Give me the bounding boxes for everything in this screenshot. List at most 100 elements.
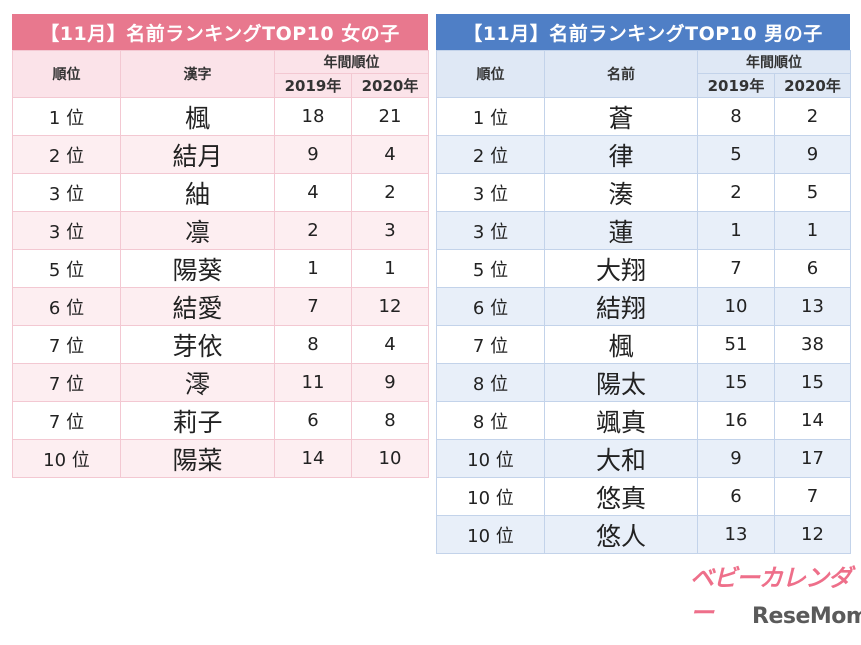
- boys-rank-2020-cell: 5: [774, 173, 851, 212]
- girls-rank-cell: 3 位: [12, 211, 121, 250]
- boys-name-cell: 律: [544, 135, 698, 174]
- boys-rank-2020-cell: 17: [774, 439, 851, 478]
- boys-rank-2020-cell: 1: [774, 211, 851, 250]
- girls-table-row: 7 位芽依 8 4: [12, 325, 429, 364]
- boys-name-cell: 蒼: [544, 97, 698, 136]
- girls-rank-2020-cell: 8: [351, 401, 429, 440]
- girls-name-cell: 結愛: [120, 287, 275, 326]
- girls-rank-2019-cell: 7: [274, 287, 352, 326]
- boys-rank-cell: 8 位: [436, 401, 545, 440]
- boys-table-row: 10 位悠人 13 12: [436, 515, 851, 554]
- boys-rank-2020-cell: 14: [774, 401, 851, 440]
- girls-rank-cell: 1 位: [12, 97, 121, 136]
- boys-rank-cell: 7 位: [436, 325, 545, 364]
- girls-ranking-table: 順位 漢字 年間順位 2019年 2020年 1 位楓 18 21 2 位結月 9 4 3 …: [12, 50, 429, 478]
- boys-name-cell: 大和: [544, 439, 698, 478]
- boys-rank-cell: 3 位: [436, 173, 545, 212]
- boys-header-2020: 2020年: [774, 73, 851, 98]
- girls-rank-2019-cell: 14: [274, 439, 352, 478]
- girls-rank-2020-cell: 4: [351, 135, 429, 174]
- boys-rank-cell: 10 位: [436, 515, 545, 554]
- boys-table-row: 10 位悠真 6 7: [436, 477, 851, 516]
- boys-rank-cell: 2 位: [436, 135, 545, 174]
- girls-rank-2020-cell: 1: [351, 249, 429, 288]
- boys-rank-2019-cell: 10: [697, 287, 775, 326]
- girls-rank-2019-cell: 8: [274, 325, 352, 364]
- boys-table-row: 8 位陽太 15 15: [436, 363, 851, 402]
- girls-rank-2019-cell: 6: [274, 401, 352, 440]
- girls-rank-cell: 7 位: [12, 363, 121, 402]
- boys-rank-cell: 3 位: [436, 211, 545, 250]
- boys-header-2019: 2019年: [697, 73, 775, 98]
- boys-name-cell: 結翔: [544, 287, 698, 326]
- boys-rank-2019-cell: 1: [697, 211, 775, 250]
- girls-rank-2019-cell: 1: [274, 249, 352, 288]
- girls-name-cell: 芽依: [120, 325, 275, 364]
- girls-header-annual-rank: 年間順位: [274, 50, 429, 74]
- boys-rank-2019-cell: 16: [697, 401, 775, 440]
- girls-rank-2019-cell: 9: [274, 135, 352, 174]
- girls-table-row: 1 位楓 18 21: [12, 97, 429, 136]
- girls-rank-2020-cell: 4: [351, 325, 429, 364]
- girls-rank-cell: 7 位: [12, 325, 121, 364]
- boys-name-cell: 悠真: [544, 477, 698, 516]
- boys-rank-2020-cell: 7: [774, 477, 851, 516]
- girls-rank-cell: 7 位: [12, 401, 121, 440]
- boys-rank-2019-cell: 8: [697, 97, 775, 136]
- boys-rank-2019-cell: 15: [697, 363, 775, 402]
- girls-table-row: 2 位結月 9 4: [12, 135, 429, 174]
- boys-rank-cell: 6 位: [436, 287, 545, 326]
- girls-rank-2020-cell: 3: [351, 211, 429, 250]
- boys-table-row: 6 位結翔 10 13: [436, 287, 851, 326]
- girls-name-cell: 莉子: [120, 401, 275, 440]
- boys-rank-2020-cell: 12: [774, 515, 851, 554]
- girls-header-2019: 2019年: [274, 73, 352, 98]
- girls-name-cell: 紬: [120, 173, 275, 212]
- girls-name-cell: 楓: [120, 97, 275, 136]
- boys-rank-cell: 1 位: [436, 97, 545, 136]
- boys-rank-2019-cell: 9: [697, 439, 775, 478]
- baby-calendar-logo: ベビーカレンダー: [690, 564, 852, 627]
- boys-rank-2019-cell: 7: [697, 249, 775, 288]
- boys-name-cell: 大翔: [544, 249, 698, 288]
- boys-table-row: 7 位楓 51 38: [436, 325, 851, 364]
- girls-rank-2020-cell: 21: [351, 97, 429, 136]
- girls-rank-cell: 5 位: [12, 249, 121, 288]
- girls-table-row: 10 位陽菜 14 10: [12, 439, 429, 478]
- boys-rank-cell: 5 位: [436, 249, 545, 288]
- boys-name-cell: 蓮: [544, 211, 698, 250]
- boys-name-cell: 悠人: [544, 515, 698, 554]
- girls-name-cell: 陽葵: [120, 249, 275, 288]
- boys-ranking-title: 【11月】名前ランキングTOP10 男の子: [436, 14, 850, 50]
- girls-rank-2020-cell: 9: [351, 363, 429, 402]
- girls-table-row: 5 位陽葵 1 1: [12, 249, 429, 288]
- girls-rank-2020-cell: 2: [351, 173, 429, 212]
- boys-rank-cell: 10 位: [436, 439, 545, 478]
- girls-rank-2020-cell: 12: [351, 287, 429, 326]
- boys-header-annual-rank: 年間順位: [697, 50, 851, 74]
- boys-ranking-panel: 【11月】名前ランキングTOP10 男の子 順位 名前 年間順位 2019年 2…: [436, 14, 851, 554]
- girls-name-cell: 結月: [120, 135, 275, 174]
- boys-rank-2020-cell: 9: [774, 135, 851, 174]
- girls-header-rank: 順位: [12, 50, 121, 98]
- boys-rank-cell: 10 位: [436, 477, 545, 516]
- boys-header-rank: 順位: [436, 50, 545, 98]
- boys-name-cell: 楓: [544, 325, 698, 364]
- girls-rank-cell: 6 位: [12, 287, 121, 326]
- girls-header-2020: 2020年: [351, 73, 429, 98]
- boys-name-cell: 颯真: [544, 401, 698, 440]
- boys-name-cell: 陽太: [544, 363, 698, 402]
- girls-table-row: 7 位莉子 6 8: [12, 401, 429, 440]
- boys-rank-2020-cell: 2: [774, 97, 851, 136]
- girls-header-name: 漢字: [120, 50, 275, 98]
- girls-name-cell: 陽菜: [120, 439, 275, 478]
- boys-header-name: 名前: [544, 50, 698, 98]
- girls-rank-2019-cell: 2: [274, 211, 352, 250]
- girls-rank-cell: 3 位: [12, 173, 121, 212]
